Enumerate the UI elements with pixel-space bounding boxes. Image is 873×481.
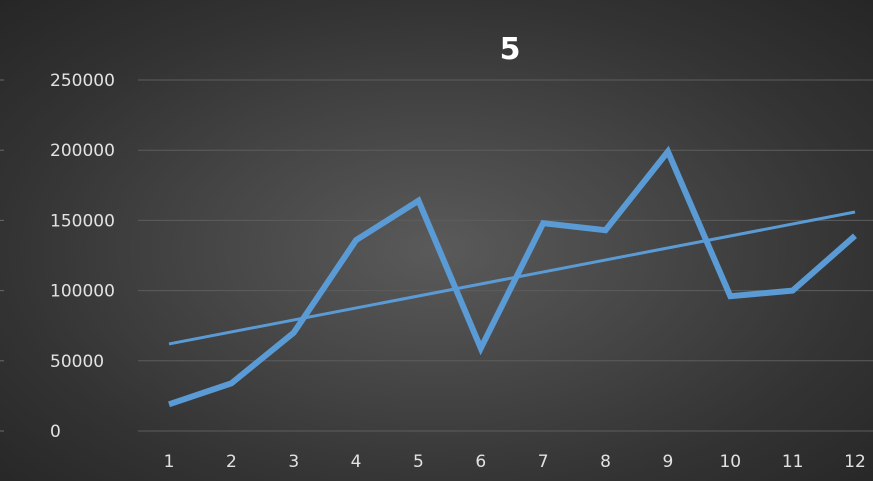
chart-title: 5 — [500, 32, 521, 67]
x-tick-label: 12 — [844, 452, 866, 472]
x-tick-label: 3 — [288, 452, 299, 472]
x-tick-label: 7 — [538, 452, 549, 472]
data-point — [851, 232, 859, 240]
trendline-layer — [168, 210, 856, 346]
x-axis-tick-labels: 1 2 3 4 5 6 7 8 9 10 11 12 — [164, 452, 866, 472]
data-point — [165, 400, 173, 408]
data-point — [414, 197, 422, 205]
data-point — [290, 329, 298, 337]
data-point — [726, 292, 734, 300]
y-tick-label: 150000 — [50, 211, 115, 231]
y-tick-label: 250000 — [50, 71, 115, 91]
series-line-0 — [168, 145, 857, 408]
grid-lines — [0, 79, 873, 432]
x-tick-label: 11 — [782, 452, 804, 472]
x-tick-label: 1 — [164, 452, 175, 472]
data-point — [539, 219, 547, 227]
y-tick-label: 200000 — [50, 141, 115, 161]
data-point — [602, 226, 610, 234]
x-tick-label: 10 — [719, 452, 741, 472]
y-axis-tick-labels: 0 50000 100000 150000 200000 250000 — [50, 71, 115, 442]
x-tick-label: 5 — [413, 452, 424, 472]
trendline — [168, 210, 856, 346]
data-point — [227, 379, 235, 387]
data-point — [352, 236, 360, 244]
x-tick-label: 2 — [226, 452, 237, 472]
x-tick-label: 8 — [600, 452, 611, 472]
data-point — [664, 148, 672, 156]
y-tick-label: 100000 — [50, 282, 115, 302]
data-point — [789, 287, 797, 295]
y-tick-label: 50000 — [50, 352, 104, 372]
x-tick-label: 4 — [351, 452, 362, 472]
series-layer — [165, 145, 859, 408]
x-tick-label: 6 — [475, 452, 486, 472]
data-point — [477, 344, 485, 352]
y-tick-label: 0 — [50, 422, 61, 442]
x-tick-label: 9 — [662, 452, 673, 472]
